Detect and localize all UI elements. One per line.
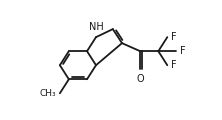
Text: F: F bbox=[171, 60, 176, 70]
Text: O: O bbox=[136, 74, 144, 84]
Text: F: F bbox=[180, 46, 186, 56]
Text: CH₃: CH₃ bbox=[40, 89, 56, 98]
Text: F: F bbox=[171, 32, 176, 42]
Text: NH: NH bbox=[89, 22, 103, 32]
